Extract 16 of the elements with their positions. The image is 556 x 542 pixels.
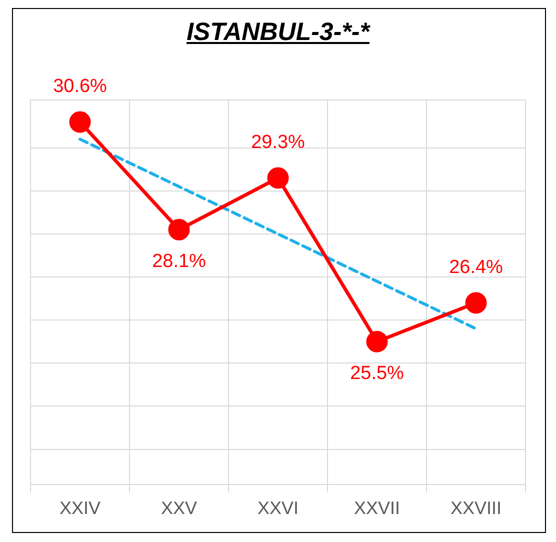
data-label: 30.6%	[53, 76, 108, 98]
chart-title: ISTANBUL-3-*-*	[186, 18, 372, 47]
x-tick-label: XXVI	[257, 498, 299, 518]
data-label: 29.3%	[251, 132, 306, 154]
point	[465, 292, 487, 314]
x-tick-label: XXIV	[59, 498, 101, 518]
x-tick-label: XXVII	[354, 498, 400, 518]
point	[69, 111, 91, 133]
point	[366, 330, 388, 352]
point	[168, 218, 190, 240]
data-label: 25.5%	[350, 362, 404, 384]
data-label: 28.1%	[152, 250, 206, 272]
point	[267, 167, 289, 189]
x-tick-label: XXVIII	[450, 498, 502, 518]
data-label: 26.4%	[449, 257, 504, 278]
x-tick-label: XXV	[160, 498, 198, 518]
